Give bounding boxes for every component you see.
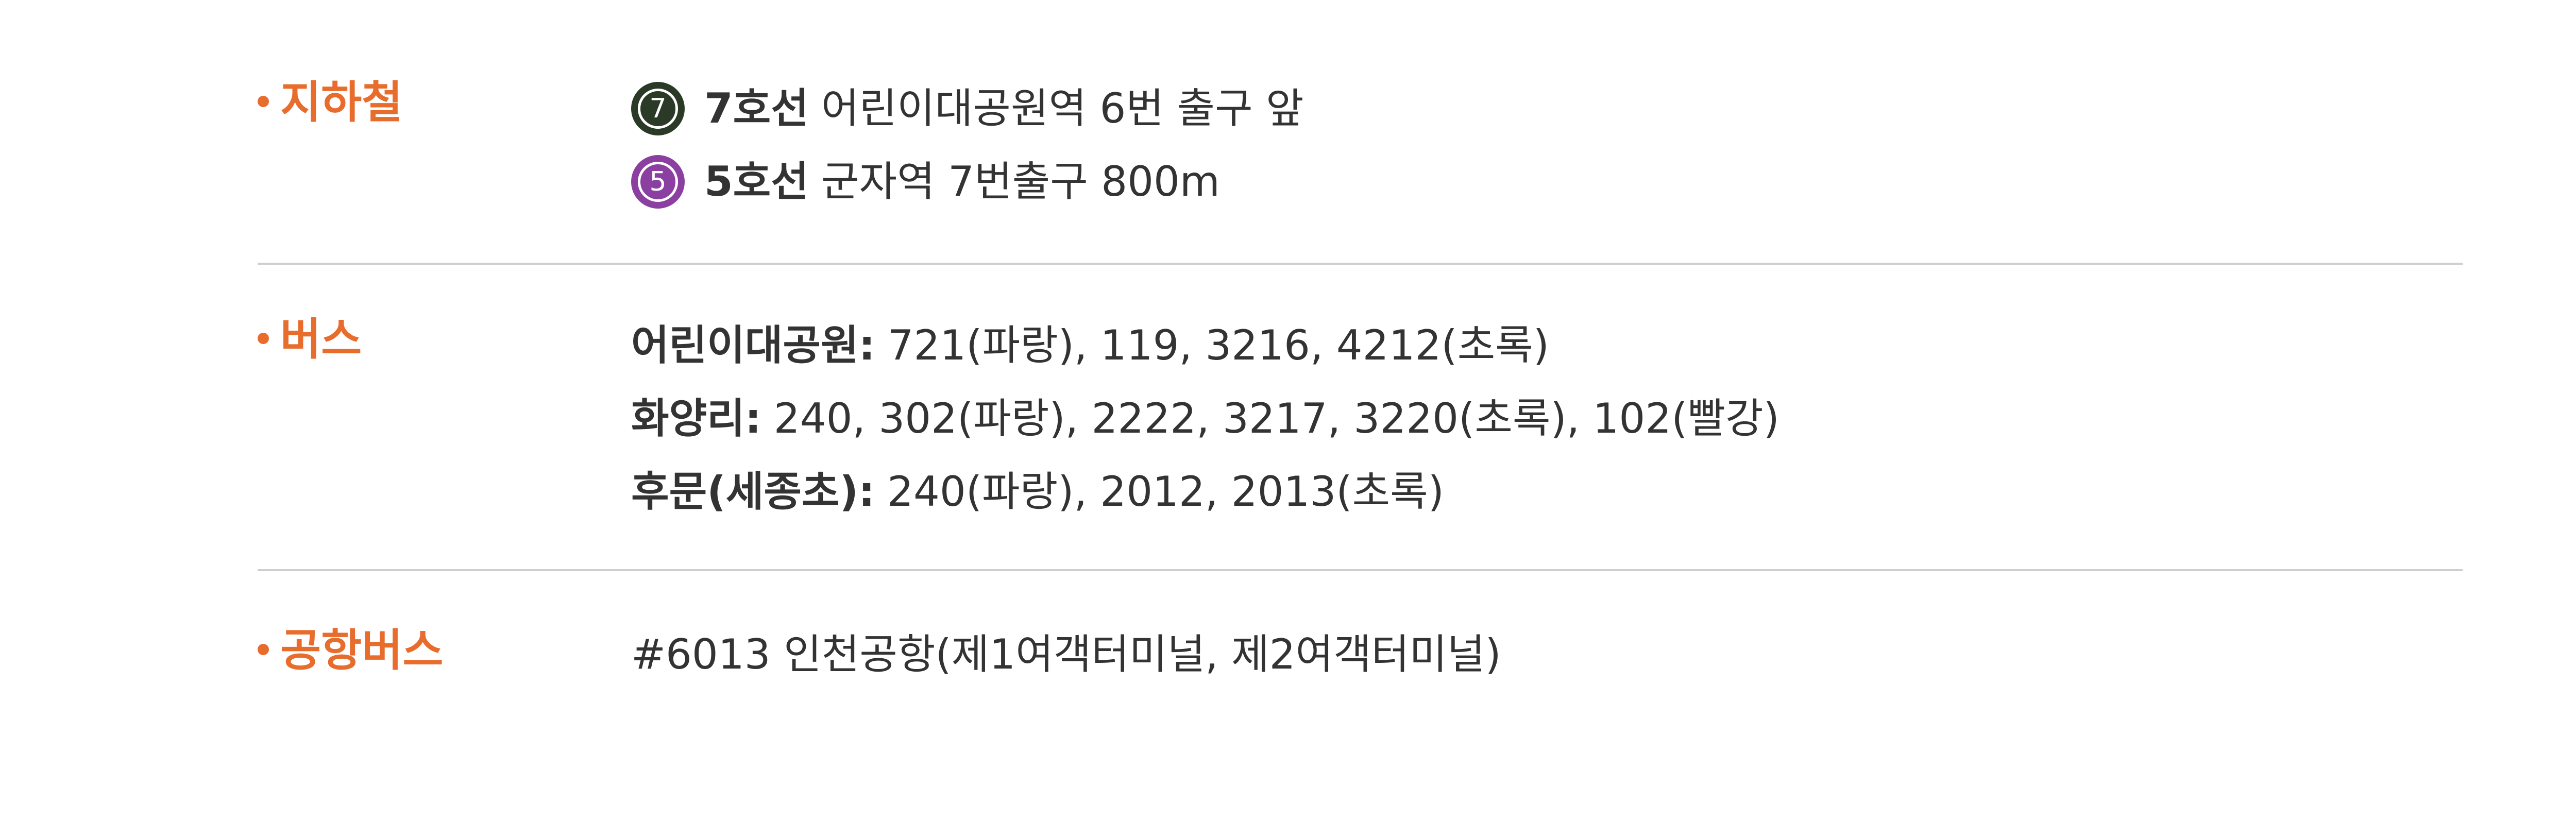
subway-title: 지하철 xyxy=(258,76,402,129)
bus-title: 버스 xyxy=(258,313,362,366)
bus-stop-row: 어린이대공원: 721(파랑), 119, 3216, 4212(초록) xyxy=(631,309,2463,382)
subway-lines: 7 7호선 어린이대공원역 6번 출구 앞 5 5호선 군자역 7번출구 800… xyxy=(631,72,2463,218)
bus-stop-routes: 721(파랑), 119, 3216, 4212(초록) xyxy=(887,321,1549,369)
bus-stop-routes: 240(파랑), 2012, 2013(초록) xyxy=(887,468,1444,516)
bus-stop-name: 후문(세종초): xyxy=(631,468,875,516)
subway-line-5: 5 5호선 군자역 7번출구 800m xyxy=(631,145,2463,218)
subway-line-7: 7 7호선 어린이대공원역 6번 출구 앞 xyxy=(631,72,2463,145)
airport-bus-title: 공항버스 xyxy=(258,624,443,677)
line-5-badge-icon: 5 xyxy=(631,155,685,209)
bus-title-text: 버스 xyxy=(280,314,362,365)
airport-bus-info: #6013 인천공항(제1여객터미널, 제2여객터미널) xyxy=(631,618,2463,691)
bus-stops: 어린이대공원: 721(파랑), 119, 3216, 4212(초록) 화양리… xyxy=(631,309,2463,528)
line-7-badge-icon: 7 xyxy=(631,82,685,135)
line-7-desc: 어린이대공원역 6번 출구 앞 xyxy=(821,84,1304,132)
bus-stop-row: 화양리: 240, 302(파랑), 2222, 3217, 3220(초록),… xyxy=(631,382,2463,455)
line-5-desc: 군자역 7번출구 800m xyxy=(821,158,1220,206)
bullet-dot-icon xyxy=(258,643,269,655)
line-5-badge-number: 5 xyxy=(638,162,678,202)
airport-bus-title-text: 공항버스 xyxy=(280,625,444,676)
bus-stop-row: 후문(세종초): 240(파랑), 2012, 2013(초록) xyxy=(631,455,2463,528)
line-7-name: 7호선 xyxy=(704,84,809,132)
bus-stop-name: 화양리: xyxy=(631,395,761,442)
line-7-badge-number: 7 xyxy=(638,89,678,129)
bullet-dot-icon xyxy=(258,332,269,344)
airport-bus-desc: #6013 인천공항(제1여객터미널, 제2여객터미널) xyxy=(631,630,1501,678)
bus-stop-name: 어린이대공원: xyxy=(631,321,875,369)
airport-bus-row: #6013 인천공항(제1여객터미널, 제2여객터미널) xyxy=(631,618,2463,691)
bullet-dot-icon xyxy=(258,95,269,107)
divider-1 xyxy=(258,263,2463,265)
divider-2 xyxy=(258,569,2463,571)
bus-stop-routes: 240, 302(파랑), 2222, 3217, 3220(초록), 102(… xyxy=(773,395,1780,442)
line-5-name: 5호선 xyxy=(704,158,809,206)
subway-title-text: 지하철 xyxy=(280,77,403,128)
